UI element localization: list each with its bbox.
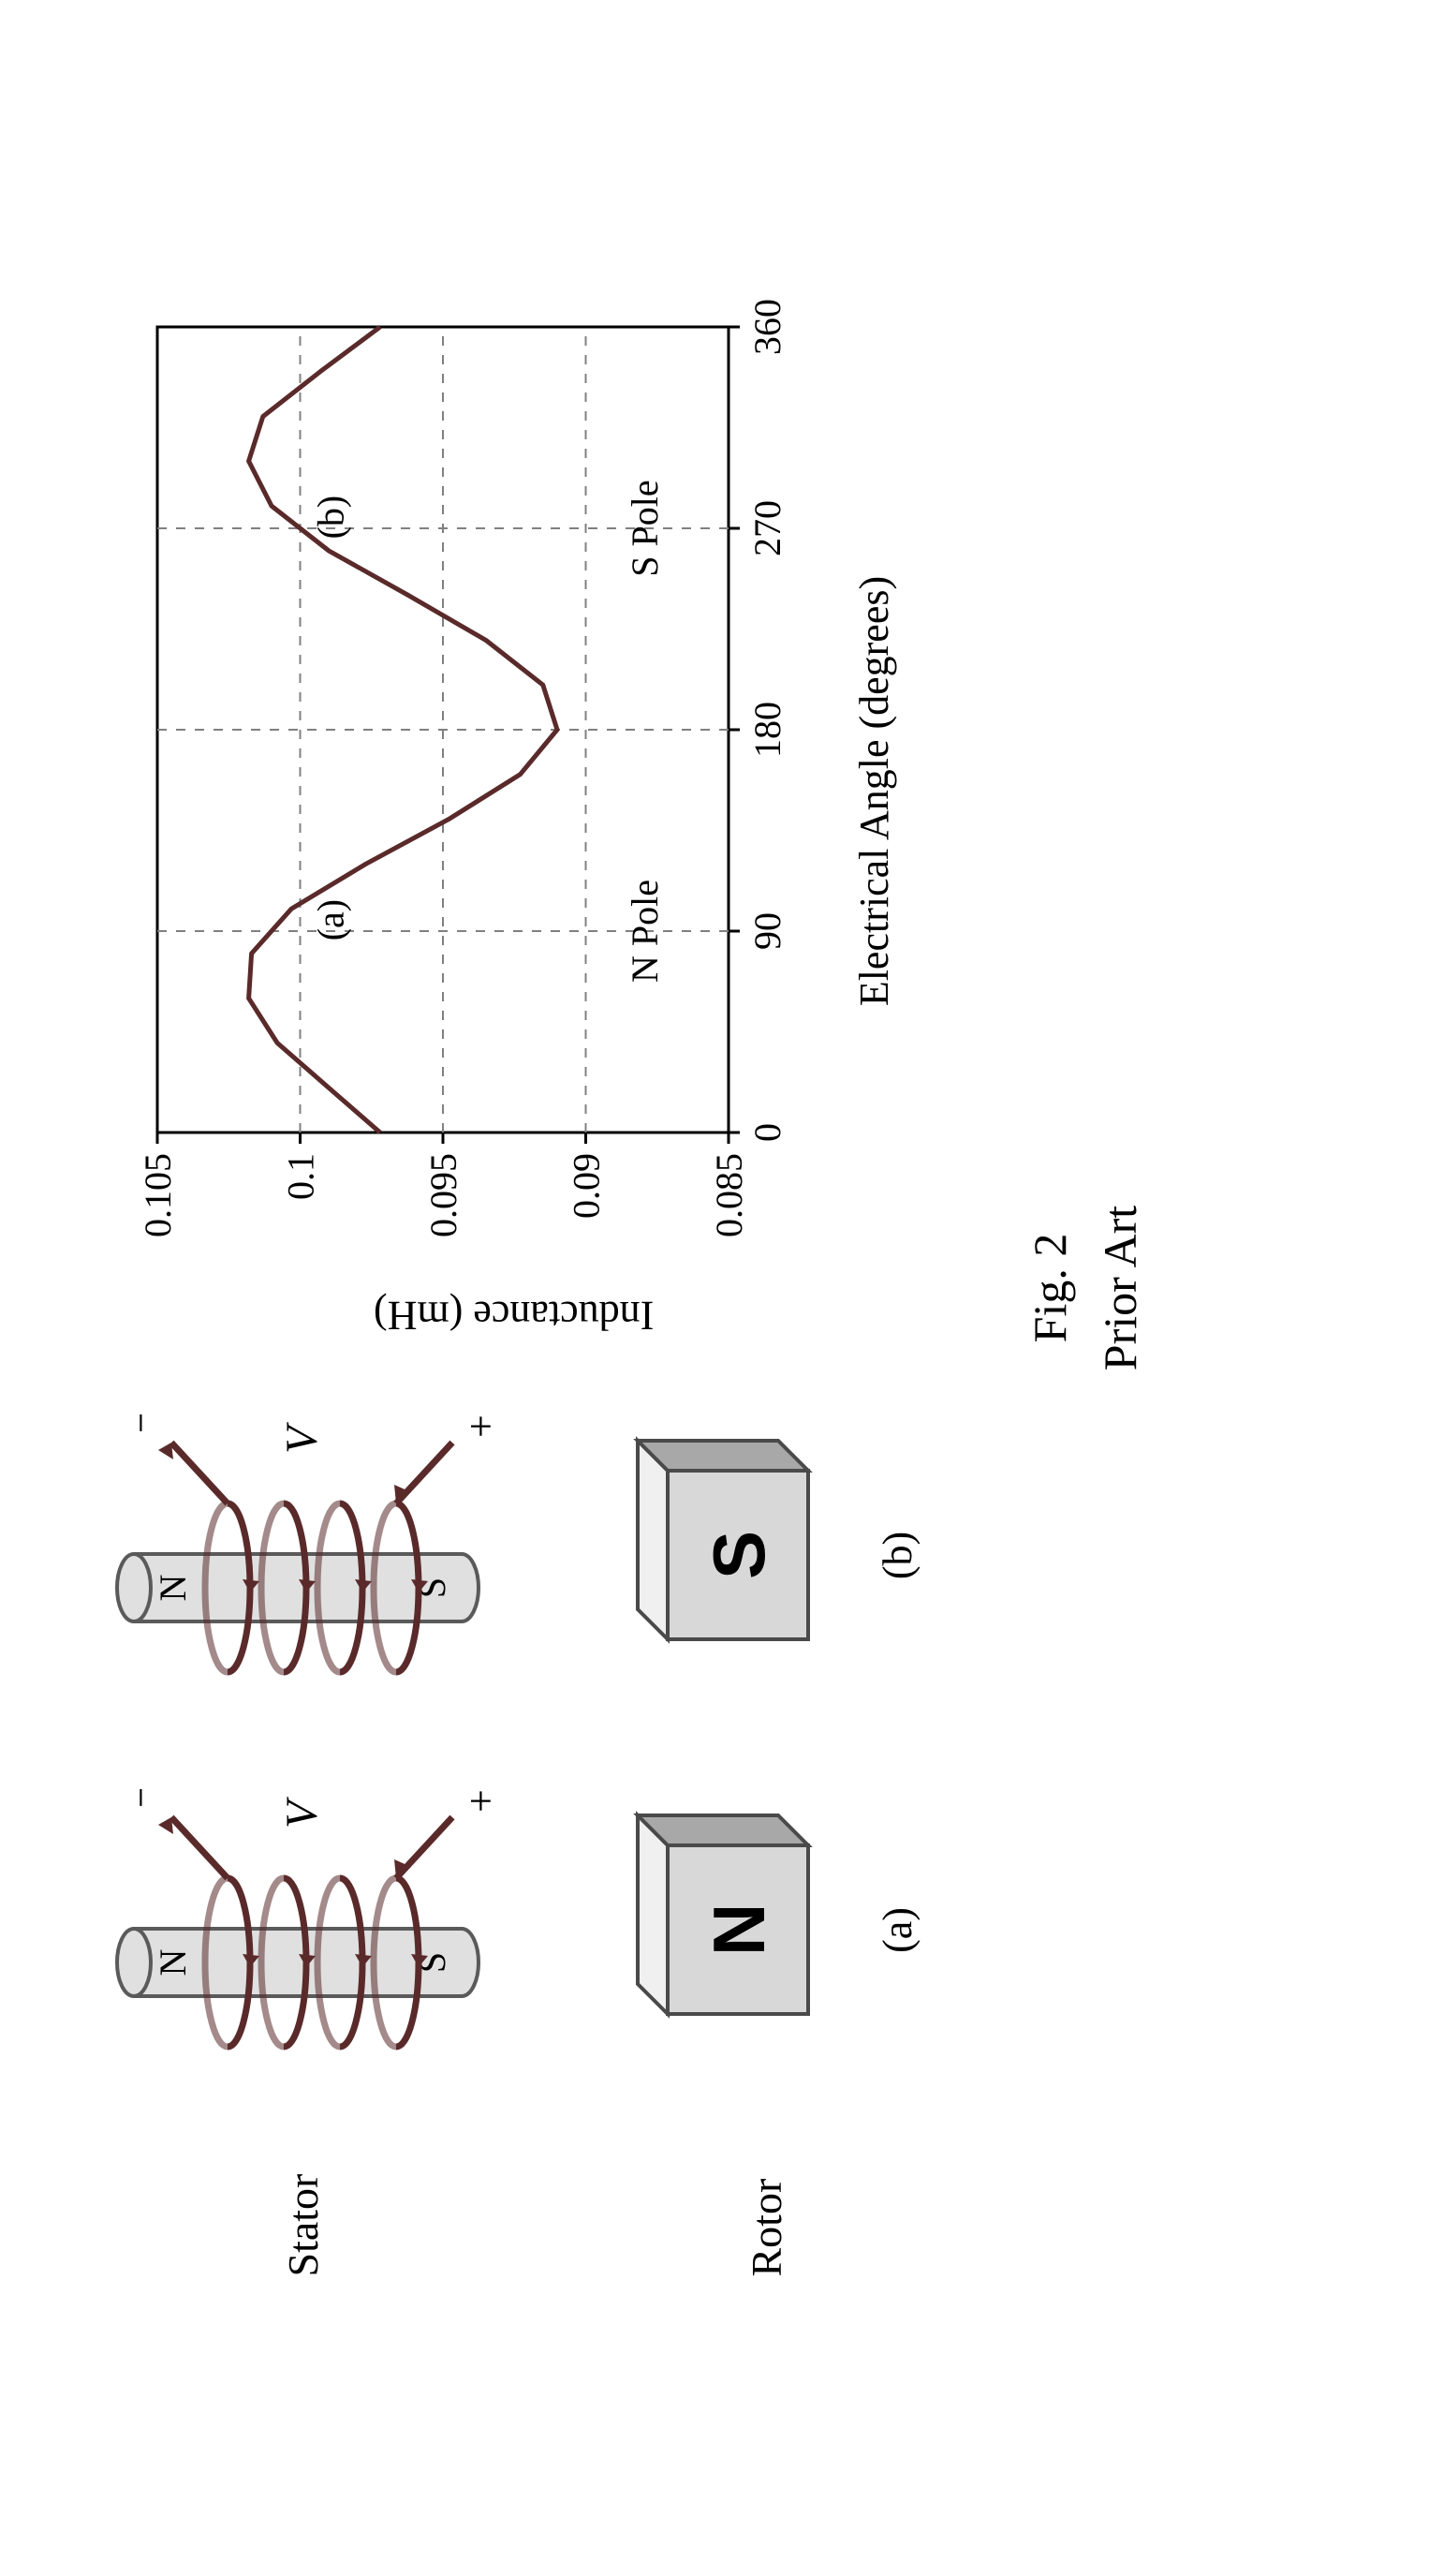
chart-y-label: Inductance (mH)	[374, 1293, 654, 1340]
inductance-chart-wrap: Inductance (mH) 0 90 180 270 360 0.085 0.09 0.0…	[129, 300, 898, 1340]
svg-text:N: N	[698, 1903, 780, 1956]
chart-column: 0 90 180 270 360 0.085 0.09 0.095 0.1 0.105 (a) (b)…	[129, 300, 898, 1283]
svg-text:0: 0	[746, 1124, 788, 1143]
rotor-b: S (b)	[611, 1415, 921, 1696]
svg-text:270: 270	[746, 501, 788, 557]
svg-text:V: V	[277, 1423, 327, 1455]
main-row: Stator NS−V+ NS−V+ Rotor N (a) S (b)	[106, 300, 921, 2277]
rotor-row-label: Rotor	[742, 2165, 791, 2277]
svg-text:(a): (a)	[309, 899, 351, 940]
caption-prior-art: Prior Art	[1094, 1206, 1146, 1370]
svg-text:360: 360	[746, 300, 788, 356]
svg-text:V: V	[277, 1798, 327, 1829]
svg-text:S Pole: S Pole	[624, 481, 666, 577]
chart-x-label: Electrical Angle (degrees)	[850, 576, 898, 1006]
svg-text:180: 180	[746, 703, 788, 759]
svg-text:0.105: 0.105	[137, 1154, 179, 1238]
stator-a-svg: NS−V+	[106, 1790, 499, 2071]
svg-text:0.1: 0.1	[280, 1154, 322, 1201]
svg-text:0.09: 0.09	[566, 1154, 608, 1220]
rotor-a: N (a)	[611, 1790, 921, 2071]
caption-fig: Fig. 2	[1024, 1234, 1076, 1343]
rotor-row: Rotor N (a) S (b)	[611, 1415, 921, 2277]
stator-row: Stator NS−V+ NS−V+	[106, 1415, 499, 2277]
stator-b-svg: NS−V+	[106, 1415, 499, 1696]
inductance-chart: 0 90 180 270 360 0.085 0.09 0.095 0.1 0.105 (a) (b)…	[129, 300, 822, 1283]
svg-text:+: +	[458, 1790, 499, 1814]
svg-text:−: −	[118, 1790, 164, 1809]
svg-text:0.085: 0.085	[708, 1154, 750, 1238]
stator-a: NS−V+	[106, 1790, 499, 2071]
figure-caption: Fig. 2 Prior Art	[1015, 1206, 1156, 1370]
svg-text:−: −	[118, 1415, 164, 1434]
motor-diagrams: Stator NS−V+ NS−V+ Rotor N (a) S (b)	[106, 1415, 921, 2277]
svg-text:0.095: 0.095	[422, 1154, 464, 1238]
svg-text:+: +	[458, 1415, 499, 1439]
svg-text:(b): (b)	[309, 496, 351, 540]
figure-page: Stator NS−V+ NS−V+ Rotor N (a) S (b)	[106, 164, 1323, 2412]
svg-text:S: S	[698, 1531, 780, 1579]
stator-row-label: Stator	[278, 2165, 328, 2277]
svg-text:90: 90	[746, 913, 788, 951]
svg-text:N: N	[152, 1575, 194, 1602]
sub-label-b: (b)	[874, 1415, 921, 1696]
rotor-b-svg: S	[611, 1415, 855, 1696]
svg-text:N Pole: N Pole	[624, 881, 666, 984]
svg-text:N: N	[152, 1949, 194, 1976]
rotor-a-svg: N	[611, 1790, 855, 2071]
sub-label-a: (a)	[874, 1790, 921, 2071]
stator-b: NS−V+	[106, 1415, 499, 1696]
